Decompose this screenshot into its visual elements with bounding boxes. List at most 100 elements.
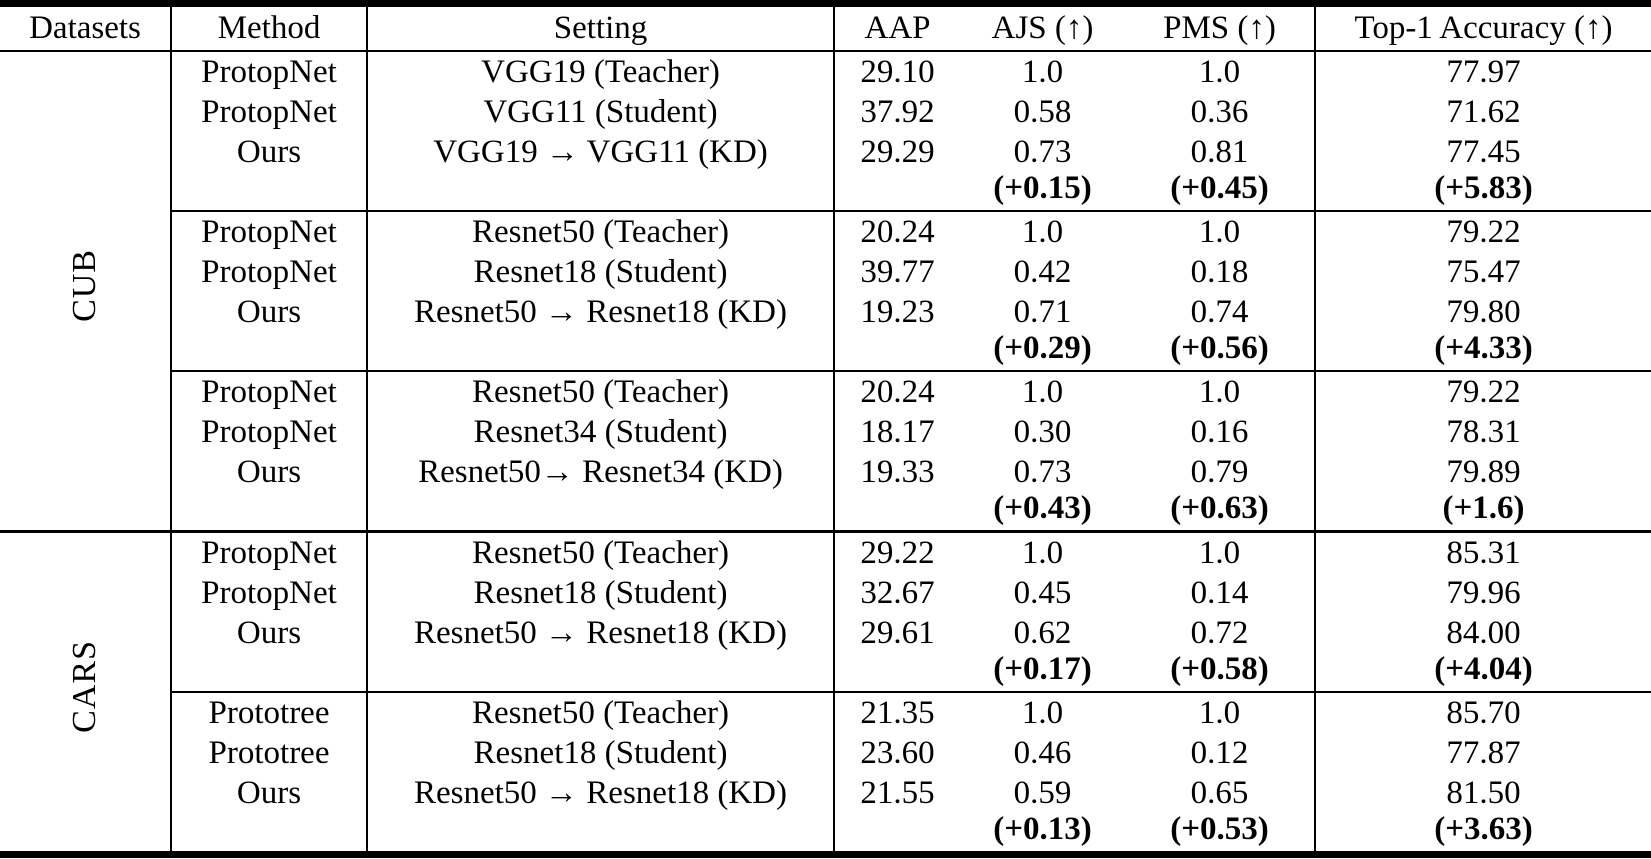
cell-top1: 79.96 (1446, 574, 1521, 611)
cell-pms: 1.0 (1125, 50, 1316, 92)
gain-value: (+5.83) (1434, 169, 1533, 206)
table-row-ours: Ours VGG19 → VGG11 (KD) 29.29 0.73 (+0.15… (0, 131, 1651, 211)
cell-pms: 1.0 (1125, 690, 1316, 733)
cell-setting: Resnet50 → Resnet18 (KD) (367, 291, 835, 371)
cell-ajs: 0.62 (+0.17) (960, 613, 1125, 692)
cell-method: Ours (171, 612, 368, 692)
gain-value: (+1.6) (1442, 489, 1525, 526)
cell-pms: 0.81 (+0.45) (1125, 131, 1316, 211)
cell-setting: Resnet34 (Student) (367, 411, 835, 452)
cell-setting: Resnet18 (Student) (367, 572, 835, 613)
cell-top1: 77.97 (1446, 53, 1521, 90)
gain-value: (+0.13) (993, 810, 1092, 847)
cell-pms: 0.74 (+0.56) (1125, 291, 1316, 371)
table-row-ours: Ours Resnet50 → Resnet18 (KD) 21.55 0.59… (0, 772, 1651, 855)
table-row: ProtopNet Resnet18 (Student) 32.67 0.45 … (0, 572, 1651, 613)
cell-ajs: 1.0 (960, 529, 1125, 573)
cell-top1: 81.50 (+3.63) (1315, 773, 1651, 855)
table-row: ProtopNet Resnet50 (Teacher) 20.24 1.0 1… (0, 209, 1651, 252)
table-row-ours: Ours Resnet50→ Resnet34 (KD) 19.33 0.73(… (0, 451, 1651, 532)
cell-top1: 78.31 (1446, 413, 1521, 450)
cell-pms: 0.72 (+0.58) (1125, 612, 1316, 692)
table-row-ours: Ours Resnet50 → Resnet18 (KD) 19.23 0.71… (0, 291, 1651, 371)
cell-pms: 1.0 (1125, 529, 1316, 573)
cell-method: ProtopNet (171, 572, 368, 613)
cell-top1: 85.31 (1315, 529, 1651, 573)
cell-method: ProtopNet (171, 50, 368, 92)
cell-pms: 0.36 (1125, 91, 1316, 132)
gain-value: (+0.56) (1170, 329, 1269, 366)
cell-pms: 0.12 (1125, 732, 1316, 773)
cell-method: ProtopNet (171, 529, 368, 573)
cell-method: Ours (171, 451, 368, 531)
cell-aap: 29.61 (860, 614, 935, 651)
cell-setting: Resnet50 (Teacher) (367, 690, 835, 733)
table-row: Prototree Resnet50 (Teacher) 21.35 1.0 1… (0, 690, 1651, 733)
cell-method: ProtopNet (171, 411, 368, 452)
cell-setting: Resnet50 (Teacher) (367, 209, 835, 252)
cell-pms: 1.0 (1125, 369, 1316, 412)
cell-method: ProtopNet (171, 209, 368, 252)
header-aap: AAP (834, 3, 960, 52)
cell-aap: 39.77 (860, 253, 935, 290)
cell-aap: 19.33 (860, 453, 935, 490)
table-row: Prototree Resnet18 (Student) 23.60 0.46 … (0, 732, 1651, 773)
cell-aap: 19.23 (860, 293, 935, 330)
table-row: ProtopNet Resnet18 (Student) 39.77 0.42 … (0, 251, 1651, 292)
cell-top1: 85.70 (1315, 690, 1651, 733)
cell-aap: 29.29 (860, 133, 935, 170)
dataset-label-cars-text: CARS (66, 640, 103, 733)
cell-top1: 84.00 (+4.04) (1315, 613, 1651, 692)
cell-ajs: 0.73 (+0.43) (960, 452, 1125, 532)
gain-value: (+0.63) (1170, 489, 1269, 526)
cell-aap: 21.55 (860, 774, 935, 811)
gain-value: (+0.53) (1170, 810, 1269, 847)
cell-aap: 29.22 (834, 529, 960, 573)
gain-value: (+4.04) (1434, 650, 1533, 687)
header-pms: PMS (↑) (1125, 3, 1316, 52)
gain-value: (+4.33) (1434, 329, 1533, 366)
cell-method: ProtopNet (171, 251, 368, 292)
cell-setting: VGG19 → VGG11 (KD) (367, 131, 835, 211)
cell-setting: Resnet50→ Resnet34 (KD) (367, 451, 835, 531)
cell-method: ProtopNet (171, 369, 368, 412)
header-setting: Setting (367, 3, 835, 52)
cell-ajs: 1.0 (960, 369, 1125, 412)
gain-value: (+0.45) (1170, 169, 1269, 206)
cell-method: ProtopNet (171, 91, 368, 132)
gain-value: (+0.17) (993, 650, 1092, 687)
cell-method: Prototree (171, 732, 368, 773)
gain-value: (+0.15) (993, 169, 1092, 206)
cell-ajs: 0.58 (1013, 93, 1072, 130)
header-ajs: AJS (↑) (960, 3, 1125, 52)
table-row: ProtopNet Resnet34 (Student) 18.17 0.30 … (0, 411, 1651, 452)
cell-top1: 77.87 (1446, 734, 1521, 771)
cell-pms: 0.65 (+0.53) (1125, 772, 1316, 854)
cell-method: Ours (171, 291, 368, 371)
cell-aap: 29.10 (860, 53, 935, 90)
cell-setting: Resnet18 (Student) (367, 251, 835, 292)
dataset-label-cub-text: CUB (66, 249, 103, 322)
gain-value: (+0.43) (993, 489, 1092, 526)
cell-setting: Resnet50 (Teacher) (367, 369, 835, 412)
cell-ajs: 0.59 (+0.13) (960, 773, 1125, 855)
cell-setting: Resnet50 → Resnet18 (KD) (367, 612, 835, 692)
dataset-label-cub: CUB (0, 50, 172, 531)
header-method: Method (171, 3, 368, 52)
cell-top1: 79.22 (1315, 209, 1651, 252)
cell-top1: 71.62 (1446, 93, 1521, 130)
cell-ajs: 0.71 (+0.29) (960, 292, 1125, 371)
gain-value: (+0.29) (993, 329, 1092, 366)
header-top1-accuracy: Top-1 Accuracy (↑) (1315, 3, 1651, 52)
cell-aap: 23.60 (860, 734, 935, 771)
header-row: Datasets Method Setting AAP AJS (↑) PMS … (0, 3, 1651, 52)
table-row-ours: Ours Resnet50 → Resnet18 (KD) 29.61 0.62… (0, 612, 1651, 692)
cell-method: Prototree (171, 690, 368, 733)
header-datasets: Datasets (0, 3, 172, 52)
cell-pms: 0.79 (+0.63) (1125, 451, 1316, 531)
cell-ajs: 0.46 (1013, 734, 1072, 771)
cell-aap: 20.24 (834, 369, 960, 412)
cell-ajs: 0.30 (1013, 413, 1072, 450)
cell-pms: 0.14 (1125, 572, 1316, 613)
